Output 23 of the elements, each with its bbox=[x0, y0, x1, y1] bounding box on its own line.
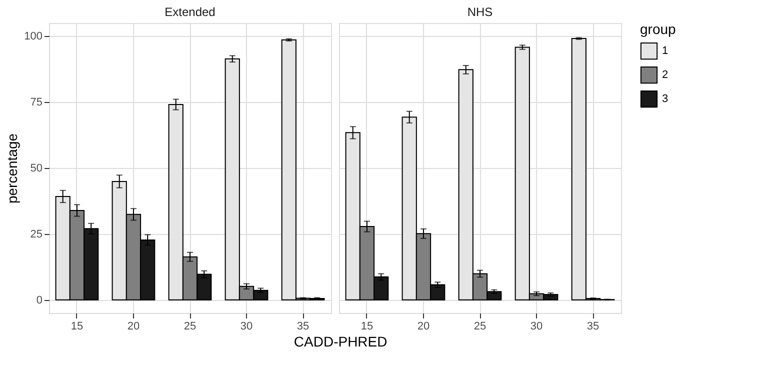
y-tick-label: 0 bbox=[36, 294, 42, 306]
x-tick-label: 30 bbox=[240, 320, 253, 332]
legend-label: 1 bbox=[662, 45, 668, 57]
x-tick-label: 35 bbox=[296, 320, 310, 332]
chart-title: Extended bbox=[164, 5, 216, 19]
legend-label: 2 bbox=[662, 69, 668, 81]
x-axis-title: CADD-PHRED bbox=[294, 334, 388, 350]
y-tick-label: 25 bbox=[30, 228, 42, 240]
legend-label: 3 bbox=[662, 93, 668, 105]
y-tick-label: 100 bbox=[24, 30, 42, 43]
x-tick-label: 20 bbox=[417, 320, 430, 332]
x-tick-label: 30 bbox=[530, 320, 543, 332]
y-tick-label: 75 bbox=[30, 96, 42, 109]
chart-title: NHS bbox=[467, 5, 493, 19]
x-tick-label: 15 bbox=[70, 320, 84, 332]
x-tick-label: 25 bbox=[184, 320, 196, 332]
y-axis-title: percentage bbox=[4, 133, 20, 204]
y-tick-label: 50 bbox=[30, 162, 42, 174]
legend-title: group bbox=[640, 21, 676, 37]
x-tick-label: 25 bbox=[474, 320, 486, 332]
x-tick-label: 15 bbox=[360, 320, 374, 332]
x-tick-label: 20 bbox=[127, 320, 140, 332]
x-tick-label: 35 bbox=[586, 320, 600, 332]
